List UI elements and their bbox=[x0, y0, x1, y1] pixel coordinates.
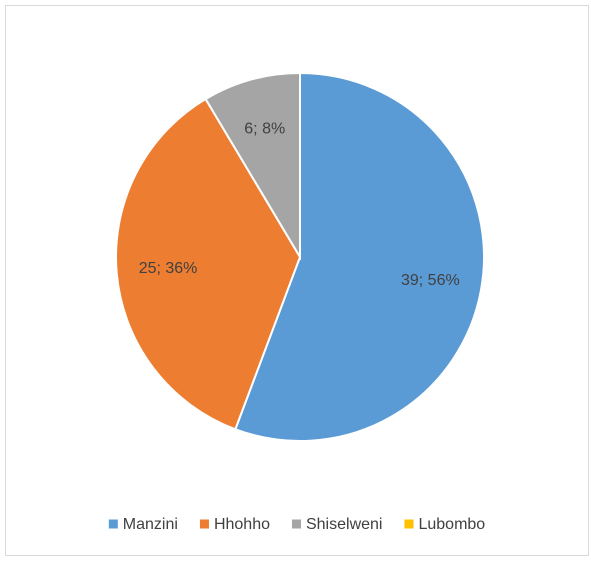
legend-label: Manzini bbox=[123, 516, 178, 533]
legend-marker bbox=[404, 519, 414, 529]
legend-label: Hhohho bbox=[214, 516, 270, 533]
pie-slice bbox=[204, 71, 301, 261]
legend-marker bbox=[199, 519, 209, 529]
legend-label: Shiselweni bbox=[306, 516, 382, 533]
data-label: 6; 8% bbox=[244, 121, 285, 138]
legend-label: Lubombo bbox=[418, 516, 485, 533]
legend-marker bbox=[291, 519, 301, 529]
pie-slice bbox=[234, 71, 485, 442]
data-label: 25; 36% bbox=[139, 260, 198, 277]
data-label: 39; 56% bbox=[401, 272, 460, 289]
legend-marker bbox=[108, 519, 118, 529]
